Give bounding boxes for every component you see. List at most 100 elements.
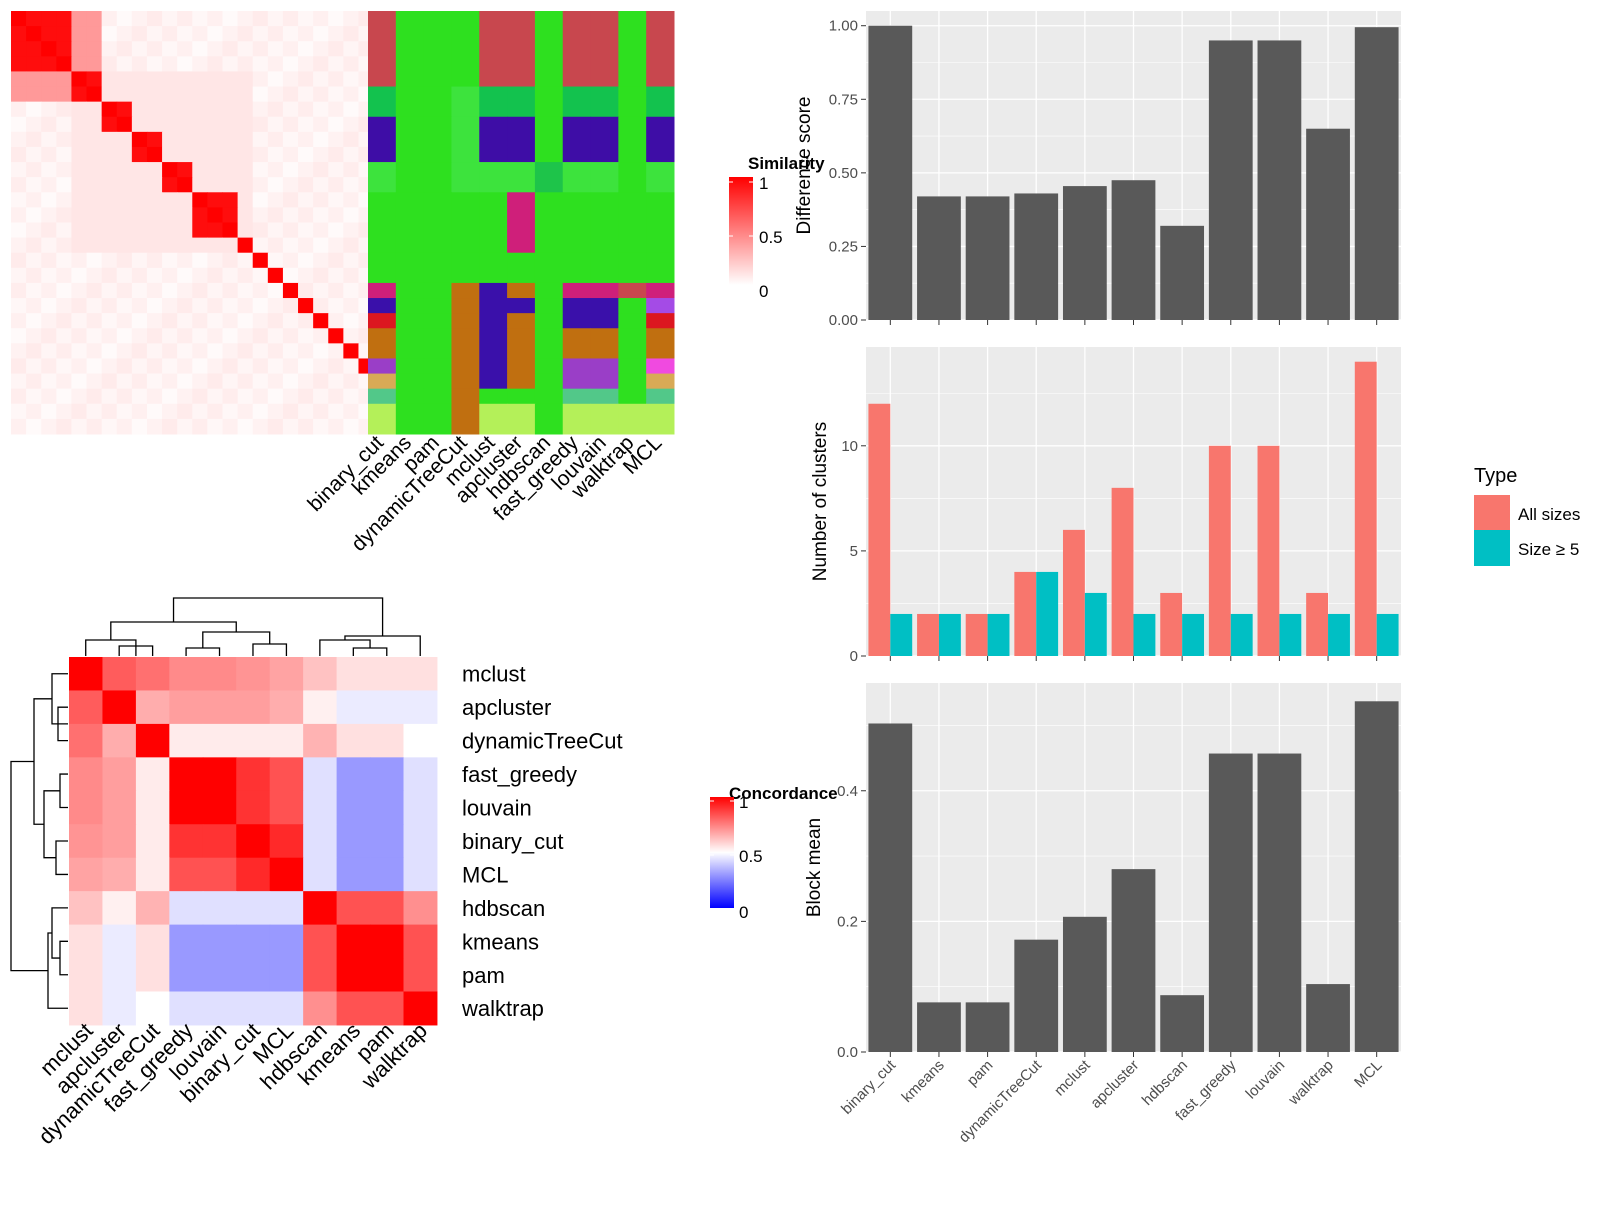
concordance-cell: [202, 790, 237, 825]
similarity-cell: [282, 116, 299, 133]
cluster-assignment-cell: [618, 192, 647, 254]
similarity-cell: [26, 101, 42, 118]
concordance-cell: [303, 891, 338, 926]
cluster-assignment-cell: [479, 162, 508, 193]
similarity-cell: [101, 222, 118, 239]
similarity-cell: [101, 418, 118, 435]
cluster-assignment-cell: [618, 403, 647, 435]
y-tick-label: 0.2: [837, 913, 858, 930]
concordance-cell: [169, 924, 204, 959]
left-dendrogram-branch: [55, 840, 68, 876]
similarity-cell: [116, 177, 133, 193]
cluster-assignment-cell: [562, 403, 592, 435]
similarity-cell: [162, 298, 178, 314]
similarity-cell: [71, 86, 88, 103]
similarity-cell: [252, 207, 269, 223]
concordance-cell: [303, 757, 338, 792]
top-dendrogram-branch: [185, 647, 221, 656]
concordance-cell: [370, 790, 404, 825]
similarity-cell: [146, 26, 163, 42]
bar-mclust: [1062, 186, 1107, 320]
similarity-cell: [343, 41, 359, 57]
similarity-cell: [298, 207, 314, 223]
concordance-cell: [169, 857, 204, 892]
similarity-cell: [56, 298, 72, 314]
similarity-cell: [207, 41, 223, 57]
similarity-cell: [41, 237, 57, 254]
similarity-cell: [146, 192, 163, 208]
similarity-cell: [282, 131, 299, 148]
cluster-assignment-cell: [395, 328, 425, 359]
bar-fast_greedy: [1208, 753, 1253, 1052]
cluster-assignment-cell: [451, 116, 480, 163]
similarity-cell: [116, 343, 133, 359]
similarity-cell: [328, 313, 344, 329]
cluster-assignment-cell: [507, 282, 536, 299]
similarity-cell: [298, 86, 314, 103]
cluster-assignment-cell: [534, 116, 564, 163]
row-label-fast_greedy: fast_greedy: [462, 762, 577, 787]
concordance-cell: [135, 790, 170, 825]
similarity-cell: [162, 343, 178, 359]
similarity-cell: [56, 56, 72, 72]
similarity-cell: [56, 373, 72, 390]
bar-all-sizes-hdbscan: [1160, 592, 1183, 656]
cluster-assignment-cell: [646, 373, 675, 390]
similarity-cell: [177, 101, 193, 118]
bar-size-ge5-pam: [987, 613, 1010, 656]
concordance-cell: [403, 690, 438, 725]
similarity-cell: [86, 282, 103, 299]
similarity-cell: [298, 418, 314, 435]
similarity-cell: [267, 162, 284, 178]
similarity-cell: [252, 282, 269, 299]
similarity-cell: [207, 237, 223, 254]
cluster-assignment-cell: [479, 86, 508, 118]
similarity-cell: [11, 313, 27, 329]
concordance-cell: [69, 824, 103, 859]
similarity-cell: [26, 207, 42, 223]
similarity-cell: [131, 207, 148, 223]
cluster-assignment-cell: [395, 86, 425, 118]
similarity-cell: [41, 177, 57, 193]
similarity-cell: [116, 146, 133, 163]
similarity-cell: [237, 403, 254, 420]
similarity-cell: [252, 252, 269, 269]
similarity-cell: [131, 418, 148, 435]
cluster-assignment-cell: [534, 373, 564, 390]
similarity-cell: [207, 267, 223, 284]
cluster-assignment-cell: [507, 86, 536, 118]
similarity-cell: [237, 177, 254, 193]
similarity-cell: [116, 298, 133, 314]
similarity-cell: [177, 162, 193, 178]
similarity-cell: [71, 192, 88, 208]
similarity-cell: [11, 56, 27, 72]
similarity-cell: [298, 313, 314, 329]
similarity-cell: [207, 282, 223, 299]
similarity-cell: [162, 313, 178, 329]
y-tick-label: 0.50: [829, 165, 858, 182]
similarity-cell: [328, 388, 344, 405]
similarity-cell: [131, 101, 148, 118]
similarity-cell: [131, 56, 148, 72]
left-dendrogram-branch: [57, 706, 68, 742]
similarity-cell: [146, 222, 163, 239]
similarity-cell: [71, 146, 88, 163]
all-sizes-key: [1474, 495, 1510, 531]
concordance-cell: [236, 723, 271, 758]
similarity-cell: [298, 267, 314, 284]
concordance-cell: [336, 891, 371, 926]
concordance-cell: [102, 891, 137, 926]
similarity-cell: [343, 56, 359, 72]
concordance-cell: [403, 757, 438, 792]
similarity-cell: [328, 267, 344, 284]
similarity-cell: [41, 328, 57, 344]
similarity-cell: [282, 207, 299, 223]
similarity-cell: [313, 56, 329, 72]
similarity-cell: [11, 358, 27, 375]
similarity-cell: [267, 328, 284, 344]
cluster-assignment-cell: [618, 388, 647, 405]
similarity-cell: [252, 56, 269, 72]
similarity-cell: [328, 282, 344, 299]
concordance-cell: [69, 958, 103, 992]
